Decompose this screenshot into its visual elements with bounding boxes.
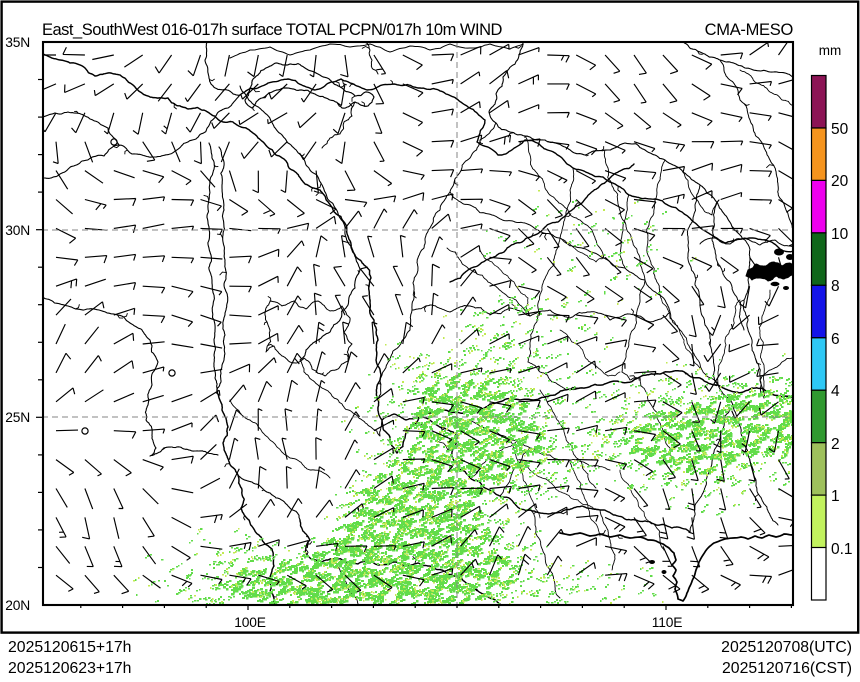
svg-text:2025120615+17h: 2025120615+17h <box>8 639 131 656</box>
svg-text:100E: 100E <box>234 615 265 630</box>
svg-text:1: 1 <box>831 488 840 505</box>
svg-text:6: 6 <box>831 331 840 348</box>
svg-text:30N: 30N <box>5 223 30 238</box>
svg-text:20N: 20N <box>5 598 30 613</box>
svg-text:8: 8 <box>831 278 840 295</box>
svg-text:50: 50 <box>831 121 849 138</box>
svg-text:CMA-MESO: CMA-MESO <box>705 21 794 39</box>
svg-text:East_SouthWest 016-017h surfac: East_SouthWest 016-017h surface TOTAL PC… <box>42 21 502 39</box>
svg-text:0.1: 0.1 <box>831 541 853 558</box>
svg-text:mm: mm <box>819 43 842 58</box>
svg-text:2025120716(CST): 2025120716(CST) <box>722 660 852 677</box>
svg-text:4: 4 <box>831 383 840 400</box>
svg-text:2025120623+17h: 2025120623+17h <box>8 660 131 677</box>
svg-text:110E: 110E <box>652 615 682 630</box>
svg-text:10: 10 <box>831 226 849 243</box>
svg-text:25N: 25N <box>5 410 30 425</box>
svg-text:2: 2 <box>831 436 840 453</box>
svg-text:20: 20 <box>831 173 849 190</box>
svg-text:35N: 35N <box>5 35 30 50</box>
svg-text:2025120708(UTC): 2025120708(UTC) <box>721 639 852 656</box>
